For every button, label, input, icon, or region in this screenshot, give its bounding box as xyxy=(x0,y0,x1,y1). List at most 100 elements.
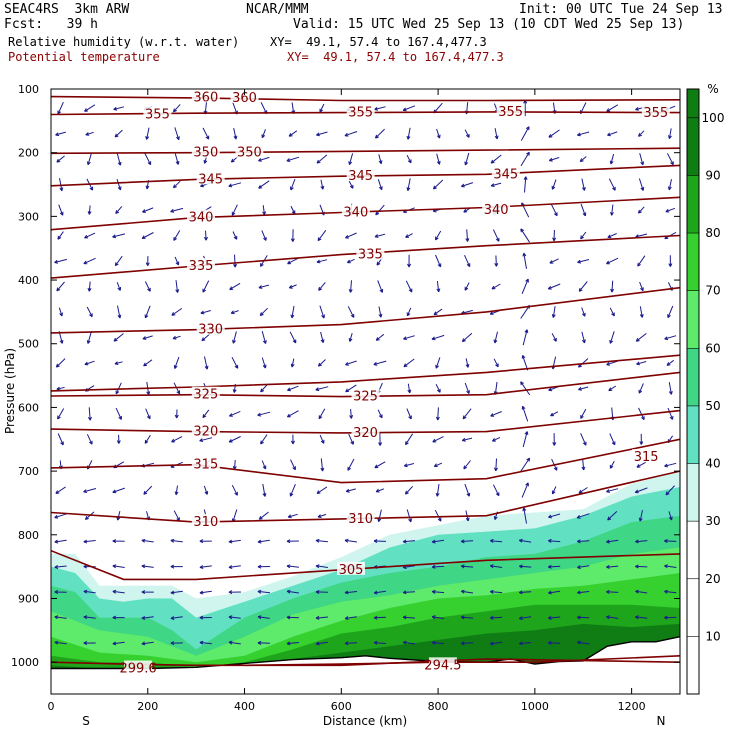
wind-arrow xyxy=(114,361,123,365)
wind-arrow xyxy=(521,354,529,371)
wind-arrow xyxy=(406,307,412,317)
wind-arrow xyxy=(348,153,354,166)
contour-label: 330 xyxy=(198,323,223,338)
wind-arrow xyxy=(204,356,209,370)
wind-arrow xyxy=(228,640,241,645)
wind-arrow xyxy=(578,281,588,292)
wind-arrow xyxy=(461,437,473,442)
wind-arrow xyxy=(84,104,96,112)
colorbar-swatch xyxy=(687,578,699,637)
wind-arrow xyxy=(378,154,383,165)
wind-arrow xyxy=(548,590,561,595)
wind-arrow xyxy=(607,233,617,239)
colorbar-tick-label: 60 xyxy=(705,341,720,355)
wind-arrow xyxy=(436,280,441,293)
wind-arrow xyxy=(522,252,527,269)
theta-contour xyxy=(51,409,680,434)
wind-arrow xyxy=(581,331,586,344)
wind-arrow xyxy=(54,258,68,264)
wind-arrow xyxy=(113,333,124,342)
wind-arrow xyxy=(668,511,673,521)
contour-label-bg xyxy=(191,456,220,470)
wind-arrow xyxy=(576,615,590,620)
wind-arrow xyxy=(83,589,96,594)
wind-arrow xyxy=(174,485,179,496)
wind-arrow xyxy=(463,460,471,470)
wind-arrow xyxy=(345,488,356,493)
wind-arrow xyxy=(551,486,557,495)
contour-label: 355 xyxy=(348,106,373,121)
wind-arrow xyxy=(521,405,529,422)
wind-arrow xyxy=(54,615,67,620)
wind-arrow xyxy=(290,178,296,191)
wind-arrow xyxy=(522,507,527,524)
wind-arrow xyxy=(523,176,528,193)
wind-arrow xyxy=(56,386,65,391)
contour-label: 355 xyxy=(498,105,523,120)
contour-label-bg xyxy=(351,424,380,438)
wind-arrow xyxy=(203,485,209,495)
south-end-label: S xyxy=(82,714,90,728)
wind-arrow xyxy=(144,434,151,444)
wind-arrow xyxy=(87,407,92,421)
wind-arrow xyxy=(435,254,442,268)
contour-label: 355 xyxy=(145,107,170,122)
wind-arrow xyxy=(576,131,590,137)
colorbar-swatch xyxy=(687,405,699,464)
wind-arrow xyxy=(375,204,385,216)
wind-arrow xyxy=(319,103,325,113)
wind-arrow xyxy=(667,407,674,420)
wind-arrow xyxy=(666,153,674,166)
contour-label: 325 xyxy=(193,388,218,403)
wind-arrow xyxy=(435,230,442,241)
wind-arrow xyxy=(115,407,122,420)
wind-arrow xyxy=(436,153,441,165)
contour-label-bg xyxy=(496,103,525,117)
wind-arrow xyxy=(489,641,503,646)
wind-arrow xyxy=(261,330,267,344)
wind-arrow xyxy=(492,484,500,497)
wind-arrow xyxy=(172,180,181,189)
wind-arrow xyxy=(262,483,267,497)
wind-arrow xyxy=(258,156,270,162)
wind-arrow xyxy=(637,206,645,214)
colorbar-swatch xyxy=(687,290,699,349)
wind-arrow xyxy=(59,178,64,192)
wind-arrow xyxy=(170,207,184,213)
wind-arrow xyxy=(667,305,674,319)
wind-arrow xyxy=(257,564,270,569)
wind-arrow xyxy=(375,488,385,493)
wind-arrow xyxy=(664,335,677,341)
colorbar-swatch xyxy=(687,175,699,234)
wind-arrow xyxy=(431,564,445,569)
wind-arrow xyxy=(374,106,386,111)
y-tick-label: 1000 xyxy=(11,656,39,669)
contour-label-bg xyxy=(186,209,215,223)
wind-arrow xyxy=(233,127,238,140)
colorbar-tick-label: 80 xyxy=(705,226,720,240)
contour-label: 350 xyxy=(237,146,262,161)
wind-arrow xyxy=(520,457,531,472)
wind-arrow xyxy=(577,565,590,570)
wind-arrow xyxy=(232,331,237,344)
wind-arrow xyxy=(638,407,645,421)
wind-arrow xyxy=(577,590,590,595)
wind-arrow xyxy=(143,359,153,367)
wind-arrow xyxy=(547,538,561,543)
wind-arrow xyxy=(258,180,270,189)
wind-arrow xyxy=(55,358,66,368)
wind-arrow xyxy=(668,255,673,267)
wind-arrow xyxy=(377,409,383,419)
wind-arrow xyxy=(142,207,154,213)
contour-label-bg xyxy=(346,168,375,182)
wind-arrow xyxy=(551,179,557,190)
wind-arrow xyxy=(83,641,96,646)
wind-arrow xyxy=(288,130,298,137)
wind-arrow xyxy=(320,458,325,472)
contour-label-bg xyxy=(641,105,670,119)
wind-arrow xyxy=(435,357,441,369)
wind-arrow xyxy=(54,513,67,519)
wind-arrow xyxy=(261,460,267,470)
wind-arrow xyxy=(520,151,530,167)
wind-arrow xyxy=(141,232,154,239)
